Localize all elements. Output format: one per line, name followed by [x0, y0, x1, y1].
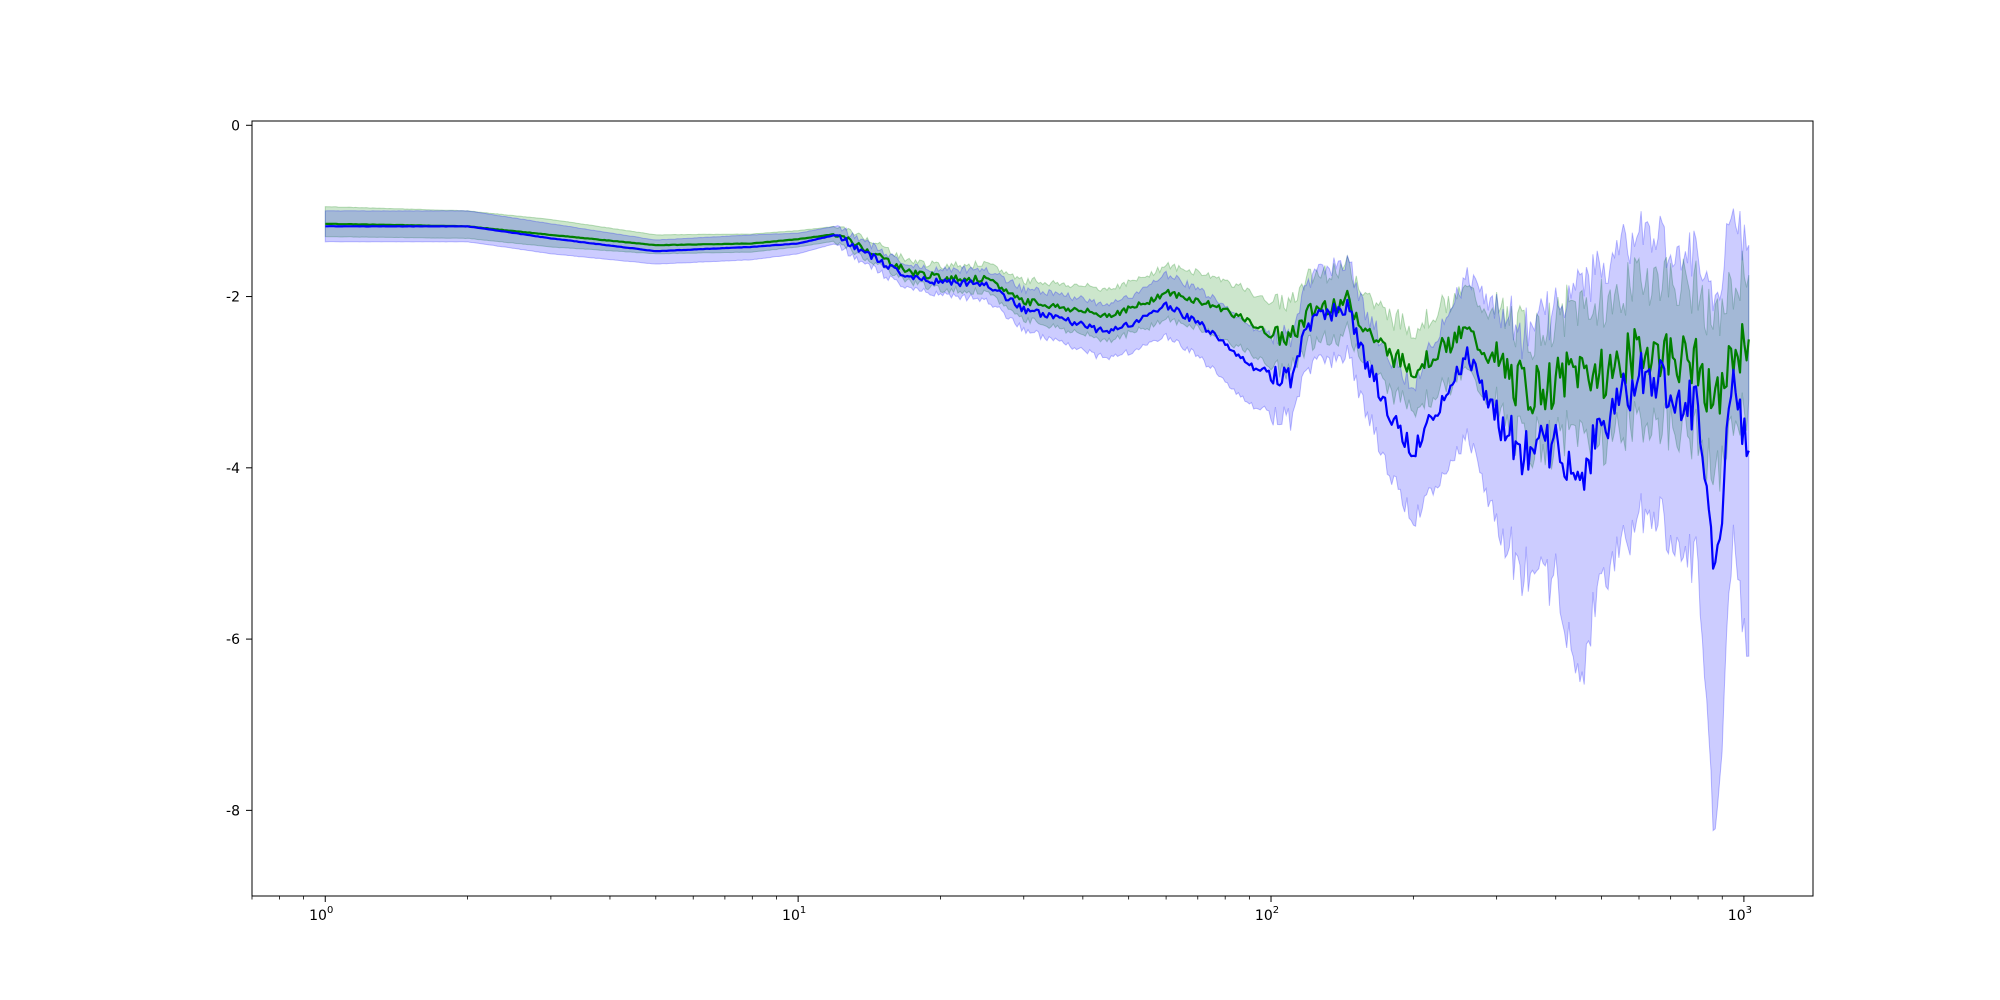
- y-tick-label: -6: [226, 632, 240, 648]
- series-line-2: [325, 225, 1750, 570]
- plot-frame: [251, 120, 1814, 897]
- y-axis: 0 -2 -4 -6 -8: [226, 118, 252, 819]
- series-lines: [325, 222, 1750, 570]
- series-line-1: [325, 222, 1750, 415]
- y-tick-label: 0: [231, 118, 240, 134]
- y-tick-label: -8: [226, 803, 240, 819]
- y-tick-label: -4: [226, 461, 240, 477]
- confidence-band-series-1: [324, 206, 1750, 492]
- y-tick-label: -2: [226, 290, 240, 306]
- x-axis: 100 101 102 103: [251, 896, 1752, 924]
